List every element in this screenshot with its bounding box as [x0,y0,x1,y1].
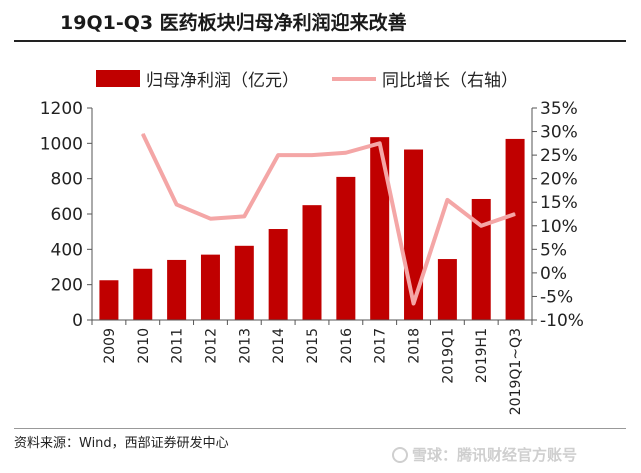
y-tick-label-left: 0 [72,311,83,331]
bar [200,254,220,320]
growth-point [311,154,313,156]
x-tick-label: 2009 [102,328,118,364]
y-tick-label-right: 10% [540,217,578,237]
x-tick-label: 2011 [170,328,186,364]
y-tick-label-right: 25% [540,146,578,166]
bar [268,229,288,320]
y-tick-label-left: 600 [51,205,83,225]
y-tick-label-right: 30% [540,123,578,143]
bar [99,280,119,320]
growth-point [345,152,347,154]
bar [336,176,356,320]
growth-point [446,199,448,201]
growth-point [413,303,415,305]
watermark-text: 雪球：腾讯财经官方账号 [412,446,578,464]
y-tick-label-right: -10% [540,311,584,331]
x-tick-label: 2019Q1~Q3 [508,328,524,415]
y-tick-label-left: 1000 [40,134,83,154]
chart-axes: 0 200 400 600 800 1000 1200 -10% -5% 0% 5% 10% 15% 20… [40,99,584,415]
bar [370,137,390,320]
x-tick-label: 2019Q1 [440,328,456,384]
chart-title: 19Q1-Q3 医药板块归母净利润迎来改善 [60,12,407,34]
bar [505,138,525,320]
chart-legend: 归母净利润（亿元） 同比增长（右轴） [96,70,518,91]
bar [471,198,491,320]
growth-point [480,225,482,227]
legend-label-bar: 归母净利润（亿元） [146,71,299,91]
growth-point [243,215,245,217]
x-tick-label: 2019H1 [474,328,490,383]
legend-swatch-bar [96,70,140,87]
y-tick-label-right: 5% [540,240,567,260]
y-tick-label-right: 0% [540,264,567,284]
source-divider [14,428,626,429]
x-tick-label: 2014 [271,328,287,364]
y-tick-label-left: 1200 [40,99,83,119]
x-tick-label: 2018 [407,328,423,364]
x-tick-label: 2015 [305,328,321,364]
bar [133,268,153,320]
snowball-logo-icon [392,447,408,463]
growth-point [277,154,279,156]
x-tick-label: 2017 [373,328,389,364]
watermark: 雪球：腾讯财经官方账号 [392,444,577,465]
growth-point [514,213,516,215]
y-tick-label-right: 15% [540,193,578,213]
y-tick-label-left: 200 [51,276,83,296]
bar-series [99,137,525,320]
source-note: 资料来源：Wind，西部证券研发中心 [14,436,229,451]
line-series [140,133,516,306]
title-divider [14,40,626,42]
y-tick-label-left: 800 [51,170,83,190]
bar [437,259,457,320]
y-tick-label-right: 35% [540,99,578,119]
y-tick-label-left: 400 [51,240,83,260]
growth-point [176,204,178,206]
x-tick-label: 2012 [203,328,219,364]
bar [167,259,187,320]
legend-label-line: 同比增长（右轴） [382,71,518,91]
growth-line [140,133,516,306]
bar [234,245,254,320]
bar [302,205,322,320]
growth-point [142,133,144,135]
x-tick-label: 2016 [339,328,355,364]
x-tick-label: 2010 [136,328,152,364]
growth-point [379,142,381,144]
y-tick-label-right: 20% [540,170,578,190]
growth-point [209,218,211,220]
y-tick-label-right: -5% [540,287,573,307]
x-tick-label: 2013 [237,328,253,364]
